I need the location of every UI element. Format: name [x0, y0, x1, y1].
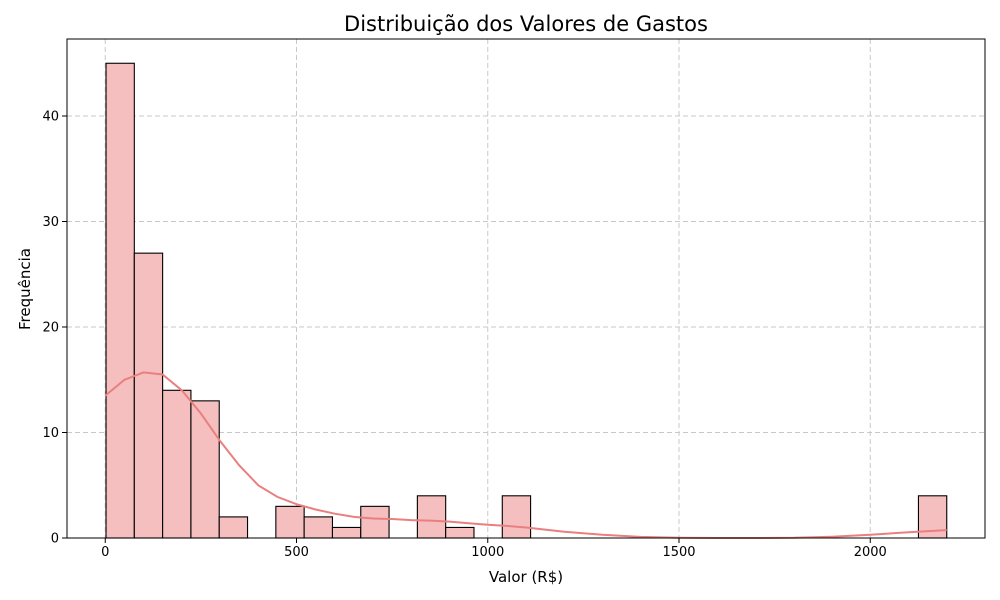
x-tick-label: 0 [101, 545, 109, 560]
grid-layer [67, 39, 985, 538]
y-tick-label: 10 [42, 426, 59, 441]
histogram-bar [416, 495, 447, 539]
chart-title: Distribuição dos Valores de Gastos [344, 12, 708, 36]
x-tick-label: 500 [284, 545, 309, 560]
histogram-bar [360, 505, 390, 539]
bars-layer [105, 62, 948, 539]
x-axis-label: Valor (R$) [489, 568, 563, 586]
histogram-bar [162, 389, 192, 539]
x-tick-label: 1500 [662, 545, 695, 560]
x-tick-label: 2000 [854, 545, 887, 560]
y-tick-label: 40 [42, 110, 59, 125]
y-axis: 0 10 20 30 40 [42, 110, 67, 547]
histogram-bar [331, 526, 362, 539]
histogram-bar [190, 400, 220, 539]
y-tick-label: 0 [51, 532, 59, 547]
histogram-bar [105, 62, 135, 539]
histogram-bar [218, 516, 249, 539]
plot-frame [66, 38, 986, 539]
y-tick-label: 30 [42, 215, 59, 230]
y-axis-label: Frequência [16, 248, 34, 330]
x-axis: 0 500 1000 1500 2000 [101, 538, 887, 560]
histogram-bar [445, 526, 475, 539]
histogram-bar [275, 505, 305, 539]
y-tick-label: 20 [42, 321, 59, 336]
histogram-bar [133, 252, 164, 539]
histogram-bar [501, 495, 532, 539]
x-tick-label: 1000 [471, 545, 504, 560]
histogram-bar [303, 516, 334, 539]
